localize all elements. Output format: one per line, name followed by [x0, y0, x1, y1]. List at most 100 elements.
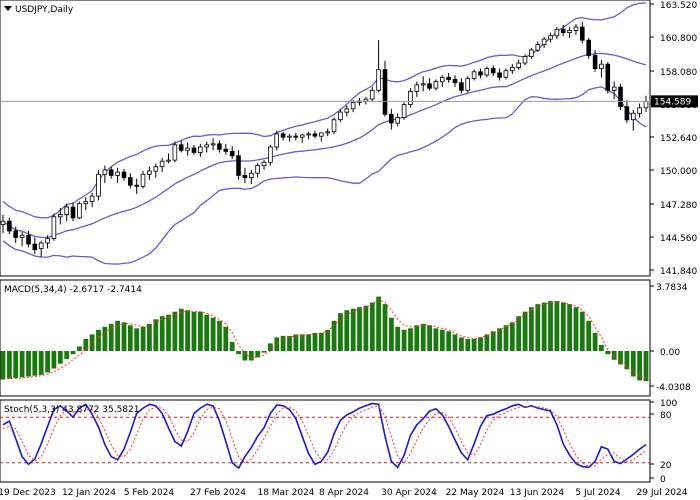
price-tick-label: 160.800 [660, 34, 697, 44]
macd-bar [280, 335, 286, 351]
macd-bar [51, 351, 57, 369]
price-tick-label: 141.840 [660, 267, 697, 277]
stoch-tick-label: 100 [660, 399, 677, 409]
date-axis: 19 Dec 2023 12 Jan 2024 5 Feb 2024 27 Fe… [0, 488, 688, 498]
stoch-tick-label: 20 [660, 461, 672, 471]
macd-bar [96, 329, 101, 351]
stoch-axis: 100 80 20 0 [650, 399, 677, 485]
macd-bar [325, 329, 331, 351]
candle-body [83, 201, 89, 205]
macd-bar [134, 328, 140, 351]
macd-bar [408, 328, 413, 351]
candle-body [178, 144, 184, 151]
candle-body [96, 173, 101, 197]
candle-body [541, 38, 547, 45]
candle-body [223, 148, 229, 152]
last-price-label: 154.589 [654, 97, 691, 107]
candle-body [274, 133, 279, 148]
candle-body [535, 44, 541, 51]
candle-body [580, 26, 585, 41]
candle-body [344, 108, 350, 113]
macd-bar [611, 351, 617, 360]
macd-bar [363, 305, 369, 351]
macd-bar [395, 326, 401, 351]
macd-bar [503, 325, 509, 351]
candle-body [516, 62, 521, 68]
candle-body [197, 146, 203, 153]
candle-body [77, 203, 82, 219]
candle-body [318, 132, 324, 137]
candle-body [140, 173, 146, 187]
symbol-header[interactable]: USDJPY,Daily [4, 5, 74, 15]
macd-bar [77, 346, 82, 351]
macd-bar [624, 351, 630, 370]
candle-body [338, 111, 343, 121]
bollinger-lower-line [2, 86, 647, 265]
candle-body [64, 206, 70, 215]
dropdown-arrow-icon[interactable] [4, 6, 12, 11]
macd-bar [0, 351, 6, 380]
candle-body [446, 76, 451, 80]
macd-bar [108, 323, 114, 351]
candle-body [427, 83, 432, 89]
macd-tick-label: 3.7834 [656, 283, 688, 293]
price-tick-label: 144.560 [660, 234, 697, 244]
macd-bar [433, 328, 439, 351]
candle-body [115, 171, 120, 176]
macd-bar [236, 351, 241, 355]
macd-bar [274, 337, 280, 351]
macd-bar [293, 334, 299, 351]
candle-body [287, 135, 292, 138]
candle-body [236, 155, 241, 176]
candle-body [19, 234, 25, 238]
macd-axis: 3.7834 0.00 -4.0308 [650, 283, 691, 393]
macd-bar [64, 351, 70, 359]
macd-bar [357, 307, 362, 351]
macd-bar [312, 332, 318, 351]
date-tick-label: 5 Jul 2024 [575, 488, 620, 498]
macd-bar [344, 310, 350, 351]
macd-bar [459, 337, 464, 351]
macd-bar [592, 332, 598, 351]
price-panel-frame [0, 0, 651, 277]
macd-bar [548, 301, 553, 351]
stoch-panel-frame [0, 399, 651, 483]
macd-bar [172, 311, 178, 351]
macd-bar [57, 351, 63, 364]
macd-bar [83, 338, 89, 351]
macd-bar [643, 351, 649, 382]
macd-tick-label: -4.0308 [656, 383, 691, 393]
candle-body [280, 133, 286, 138]
macd-bar [331, 320, 337, 351]
macd-bar [242, 351, 248, 361]
candle-body [420, 83, 426, 86]
macd-bar [369, 302, 375, 351]
candle-body [592, 55, 598, 70]
macd-bar [261, 351, 267, 353]
date-tick-label: 29 Jul 2024 [637, 488, 688, 498]
last-price-badge [651, 95, 698, 108]
macd-bar [560, 302, 566, 351]
candle-body [32, 243, 38, 251]
candle-body [147, 170, 152, 175]
candle-body [382, 69, 388, 115]
candle-body [471, 71, 477, 79]
candle-body [497, 72, 502, 78]
candle-body [102, 169, 108, 175]
macd-bar [318, 332, 324, 351]
macd-bar [268, 343, 273, 351]
macd-bar [198, 311, 203, 351]
candle-body [0, 220, 6, 225]
macd-bar [579, 311, 585, 351]
candle-body [522, 56, 528, 64]
candle-body [108, 169, 114, 176]
candle-body [554, 28, 560, 37]
macd-bar [599, 345, 604, 351]
candle-body [89, 195, 95, 203]
candle-body [51, 216, 57, 240]
macd-bar [13, 351, 19, 378]
macd-bar [210, 317, 216, 351]
macd-bar [102, 326, 108, 351]
candle-body [229, 150, 235, 157]
